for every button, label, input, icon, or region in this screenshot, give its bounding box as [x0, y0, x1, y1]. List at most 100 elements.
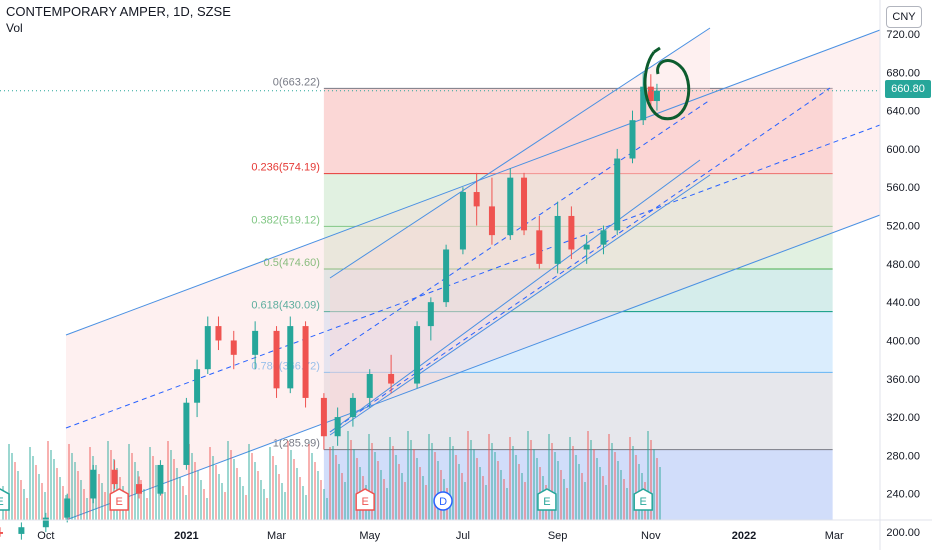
candle-body: [583, 244, 590, 250]
volume-bar: [647, 431, 649, 520]
volume-bar: [353, 449, 355, 520]
volume-bar: [431, 443, 433, 520]
fib-level-label: 1(285.99): [273, 438, 320, 450]
candle-body: [157, 464, 164, 494]
volume-bar: [320, 480, 322, 520]
candle-body: [366, 373, 373, 398]
volume-bar: [611, 443, 613, 520]
volume-bar: [578, 464, 580, 520]
event-marker: E: [355, 488, 375, 511]
candle-body: [647, 86, 654, 102]
volume-bar: [89, 447, 91, 520]
fib-zone: [323, 173, 833, 227]
y-tick-label: 680.00: [886, 67, 920, 79]
y-tick-label: 440.00: [886, 297, 920, 309]
candle-body: [629, 120, 636, 159]
volume-bar: [203, 489, 205, 520]
volume-bar: [59, 477, 61, 520]
event-marker-letter: E: [361, 496, 368, 508]
volume-bar: [230, 450, 232, 520]
candle-body: [0, 532, 3, 534]
y-tick-label: 720.00: [886, 29, 920, 41]
candle-body: [414, 326, 421, 384]
volume-bar: [416, 458, 418, 520]
volume-bar: [176, 468, 178, 520]
volume-bar: [458, 464, 460, 520]
volume-bar: [98, 474, 100, 520]
volume-bar: [554, 452, 556, 520]
volume-bar: [419, 467, 421, 520]
volume-bar: [581, 473, 583, 520]
volume-bar: [293, 459, 295, 520]
event-marker-shape: [537, 488, 557, 511]
volume-bar: [434, 452, 436, 520]
volume-bar: [224, 492, 226, 520]
volume-bar: [500, 470, 502, 520]
volume-bar: [386, 488, 388, 520]
volume-bar: [338, 464, 340, 520]
volume-bar: [341, 473, 343, 520]
candle-body: [554, 215, 561, 264]
volume-bar: [311, 453, 313, 520]
volume-bar: [629, 437, 631, 520]
y-tick-label: 600.00: [886, 144, 920, 156]
volume-bar: [212, 456, 214, 520]
candle-body: [653, 90, 660, 102]
channel-line: [329, 159, 701, 433]
event-marker: E: [0, 488, 10, 511]
volume-bar: [38, 474, 40, 520]
volume-bar: [521, 473, 523, 520]
volume-bar: [389, 437, 391, 520]
x-tick-label: 2022: [732, 530, 756, 542]
volume-bar: [422, 476, 424, 520]
volume-bar: [596, 458, 598, 520]
fib-zone: [323, 311, 833, 373]
volume-bar: [350, 440, 352, 520]
candle-body: [18, 527, 25, 534]
volume-bar: [317, 471, 319, 520]
y-tick-label: 520.00: [886, 221, 920, 233]
volume-bar: [587, 431, 589, 520]
volume-bar: [188, 444, 190, 520]
x-tick-label: May: [359, 530, 380, 542]
fib-zone: [323, 269, 833, 312]
symbol-title[interactable]: CONTEMPORARY AMPER, 1D, SZSE: [6, 4, 231, 19]
volume-bar: [251, 453, 253, 520]
volume-bar: [380, 470, 382, 520]
candle-body: [90, 469, 97, 499]
candle-body: [488, 206, 495, 236]
candle-body: [600, 230, 607, 245]
volume-bar: [17, 471, 19, 520]
event-marker-shape: [0, 488, 10, 511]
volume-bar: [575, 455, 577, 520]
volume-bar: [287, 441, 289, 520]
volume-bar: [23, 489, 25, 520]
volume-bar: [623, 479, 625, 520]
volume-bar: [278, 474, 280, 520]
volume-bar: [485, 485, 487, 520]
chart-header: CONTEMPORARY AMPER, 1D, SZSE Vol: [6, 4, 231, 35]
fib-zone: [323, 449, 833, 520]
currency-button[interactable]: CNY: [886, 6, 922, 28]
channel-line: [65, 124, 881, 429]
channel-line: [65, 29, 881, 336]
candle-body: [42, 517, 49, 528]
volume-bar: [104, 492, 106, 520]
x-tick-label: Nov: [641, 530, 661, 542]
x-tick-label: Sep: [548, 530, 568, 542]
volume-bar: [44, 492, 46, 520]
volume-bar: [560, 470, 562, 520]
volume-bar: [608, 434, 610, 520]
event-marker-shape: [633, 488, 653, 511]
volume-bar: [134, 462, 136, 520]
volume-bar: [308, 444, 310, 520]
volume-bar: [20, 480, 22, 520]
volume-bar: [53, 459, 55, 520]
y-tick-label: 320.00: [886, 412, 920, 424]
volume-bar: [215, 465, 217, 520]
volume-bars: [2, 431, 661, 520]
x-tick-label: Mar: [267, 530, 286, 542]
volume-bar: [11, 453, 13, 520]
volume-bar: [614, 452, 616, 520]
